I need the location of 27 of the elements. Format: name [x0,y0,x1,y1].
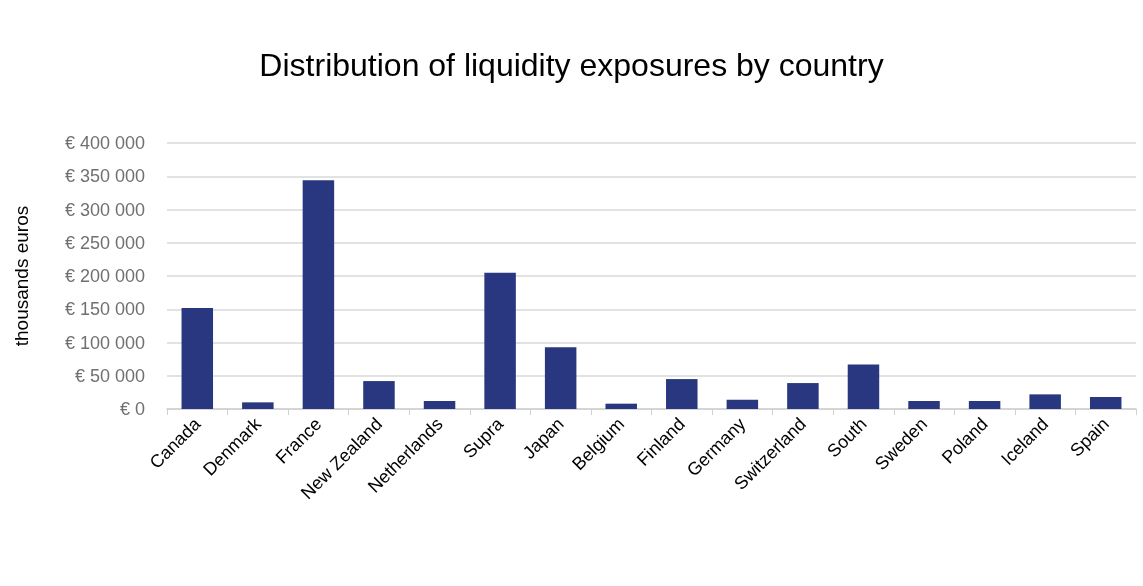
y-tick-label: € 100 000 [64,332,145,353]
bar [544,347,577,409]
chart-title: Distribution of liquidity exposures by country [259,47,884,83]
bar [484,272,516,409]
y-tick-label: € 50 000 [74,365,145,386]
bar [847,364,880,409]
y-tick-label: € 200 000 [64,266,145,286]
bar [302,180,335,409]
y-tick-label: € 400 000 [64,133,145,153]
bar [726,399,759,409]
bar [1029,394,1061,409]
bar [787,383,819,409]
bar [423,401,456,409]
bar [181,307,214,409]
y-tick-label: € 150 000 [64,299,145,320]
y-tick-label: € 350 000 [64,166,145,187]
bar [1089,397,1122,409]
bar [242,402,274,409]
bar [666,379,698,409]
y-tick-label: € 250 000 [64,232,145,253]
bar [363,381,395,409]
bar [968,401,1001,409]
bar [605,403,637,409]
bar [908,401,940,409]
y-tick-label: € 300 000 [64,199,145,220]
y-axis-title: thousands euros [11,205,32,347]
y-tick-label: € 0 [119,399,145,419]
